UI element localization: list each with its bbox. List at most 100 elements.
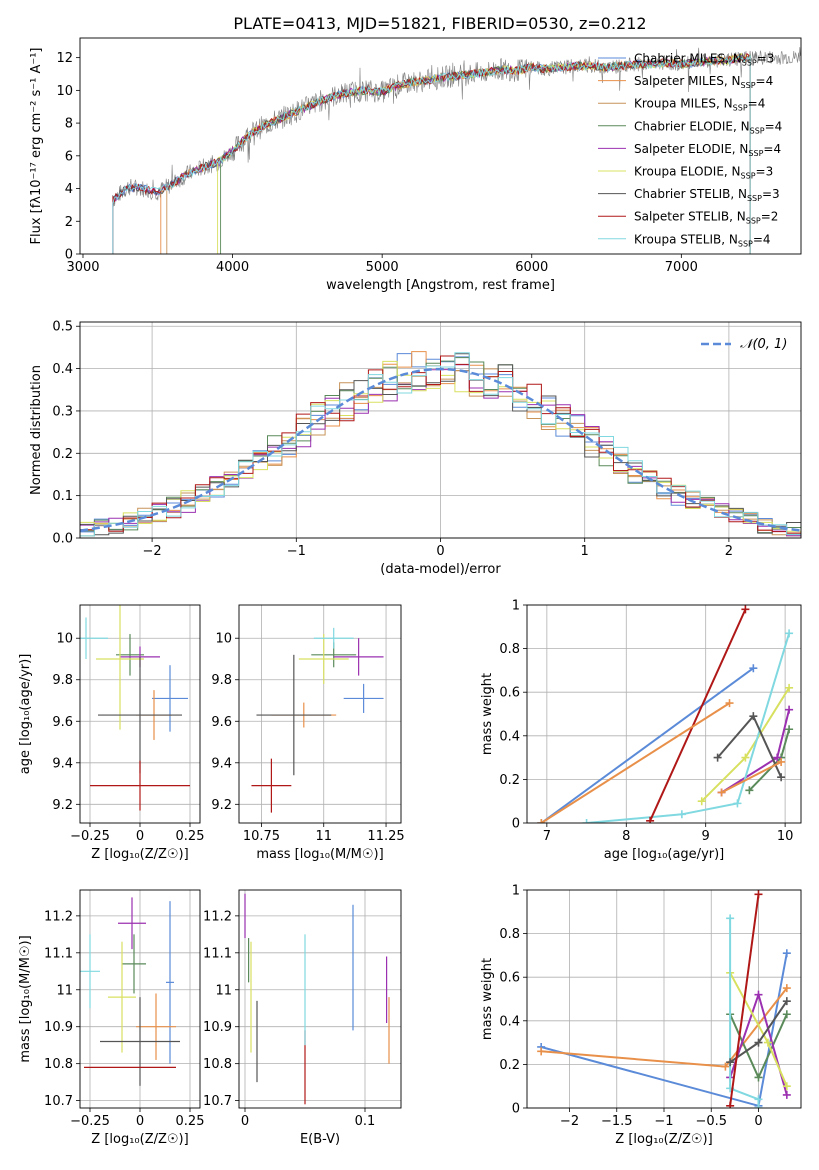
legend-entry: Chabrier MILES, NSSP=3 <box>634 52 774 68</box>
residuals-panel: −2 −1 0 1 2 0.0 0.1 0.2 0.3 0.4 0.5 (data-model)/er… <box>29 320 802 577</box>
axes-frame <box>79 604 201 824</box>
y-tick-label: 10.7 <box>203 1094 232 1109</box>
y-tick-label: 0.8 <box>499 642 520 657</box>
y-tick-label: 11.1 <box>44 946 73 961</box>
x-tick-label: −2 <box>143 544 162 559</box>
weight-marker <box>749 664 758 673</box>
weight-marker <box>726 1101 735 1108</box>
weight-series <box>540 702 731 823</box>
weight-series <box>540 667 754 823</box>
weight-marker <box>749 712 758 721</box>
y-tick-label: 1 <box>512 884 520 899</box>
weight-marker <box>582 819 591 823</box>
weight-marker <box>726 914 735 923</box>
weight-marker <box>646 816 655 823</box>
x-tick-label: 0.1 <box>355 1114 376 1129</box>
weight-series <box>586 633 791 823</box>
x-tick-label: 6000 <box>515 260 548 275</box>
y-tick-label: 10 <box>56 632 73 647</box>
weight-marker <box>721 1062 730 1071</box>
age-Z-plot-area <box>80 605 190 811</box>
weight-marker <box>741 753 750 762</box>
weight-marker <box>733 799 742 808</box>
weight-marker <box>782 997 791 1006</box>
weight-marker <box>785 629 794 638</box>
y-tick-label: 9.8 <box>211 673 232 688</box>
y-tick-label: 0 <box>512 1102 520 1117</box>
weight-marker <box>782 1010 791 1019</box>
figure-title: PLATE=0413, MJD=51821, FIBERID=0530, z=0… <box>233 14 646 33</box>
y-tick-label: 10.8 <box>44 1057 73 1072</box>
residual-histogram-8 <box>80 352 801 537</box>
x-tick-label: 7 <box>543 829 551 844</box>
y-tick-label: 6 <box>65 149 73 164</box>
x-tick-label: 0 <box>241 1114 249 1129</box>
legend-entry: Chabrier ELODIE, NSSP=4 <box>634 119 782 135</box>
y-tick-label: 12 <box>56 51 73 66</box>
y-tick-label: 0.6 <box>499 686 520 701</box>
y-axis-label: Normed distribution <box>29 365 44 495</box>
weight-marker <box>537 819 546 823</box>
weight-marker <box>782 949 791 958</box>
y-tick-label: 9.4 <box>52 756 73 771</box>
y-tick-label: 10.9 <box>44 1020 73 1035</box>
x-tick-label: −0.5 <box>695 1114 727 1129</box>
y-tick-label: 9.2 <box>52 798 73 813</box>
x-tick-label: 10.75 <box>243 829 280 844</box>
x-tick-label: 7000 <box>665 260 698 275</box>
weight-marker <box>777 773 786 782</box>
legend-entry: Salpeter MILES, NSSP=4 <box>634 74 773 90</box>
weight-age-panel: 7 8 9 10 0 0.2 0.4 0.6 0.8 1 age [log₁₀(age/yr)] ma… <box>480 599 802 862</box>
weight-marker <box>782 1090 791 1099</box>
spectrum-plot-area <box>112 47 801 254</box>
weight-marker <box>782 1082 791 1091</box>
x-axis-label: wavelength [Angstrom, rest frame] <box>326 278 555 293</box>
y-tick-label: 11 <box>56 983 73 998</box>
x-tick-label: 0.25 <box>176 1114 205 1129</box>
x-axis-label: age [log₁₀(age/yr)] <box>604 847 725 862</box>
age-mass-plot-area <box>251 627 384 813</box>
x-axis-label: Z [log₁₀(Z/Z☉)] <box>615 1132 712 1147</box>
y-tick-label: 0.5 <box>52 320 73 335</box>
age-mass-panel: 10.75 11 11.25 9.2 9.4 9.6 9.8 10 mass [log₁₀(M/… <box>211 604 405 862</box>
y-tick-label: 10.9 <box>203 1020 232 1035</box>
legend-entry: Chabrier STELIB, NSSP=3 <box>634 187 780 203</box>
weight-marker <box>717 788 726 797</box>
weight-marker <box>754 1104 763 1108</box>
weight-series <box>721 761 782 794</box>
x-tick-label: 0 <box>136 829 144 844</box>
weight-series <box>748 729 791 791</box>
y-tick-label: 0.6 <box>499 971 520 986</box>
weight-marker <box>754 1095 763 1104</box>
x-tick-label: −1 <box>654 1114 673 1129</box>
y-axis-label: age [log₁₀(age/yr)] <box>18 654 33 775</box>
axes-frame <box>238 604 402 824</box>
x-tick-label: 4000 <box>216 260 249 275</box>
y-tick-label: 0.4 <box>52 362 73 377</box>
y-tick-label: 10 <box>56 84 73 99</box>
weight-marker <box>677 810 686 819</box>
y-tick-label: 0.2 <box>52 447 73 462</box>
y-tick-label: 10.8 <box>203 1057 232 1072</box>
age-Z-panel: −0.25 0 0.25 9.2 9.4 9.6 9.8 10 Z [log₁₀(Z/Z☉)] a… <box>18 604 204 862</box>
weight-marker <box>777 757 786 766</box>
axes-frame <box>79 889 201 1109</box>
weight-age-plot-area <box>537 605 794 823</box>
weight-series <box>649 608 747 822</box>
x-tick-label: 1 <box>581 544 589 559</box>
y-axis-label: mass weight <box>480 673 495 755</box>
y-axis-label: Flux [fλ10⁻¹⁷ erg cm⁻² s⁻¹ A⁻¹] <box>29 48 44 245</box>
legend-entry: Salpeter ELODIE, NSSP=4 <box>634 142 781 158</box>
y-tick-label: 11.1 <box>203 946 232 961</box>
weight-marker <box>713 753 722 762</box>
weight-marker <box>725 699 734 708</box>
weight-marker <box>754 990 763 999</box>
legend-entry: Kroupa STELIB, NSSP=4 <box>634 232 771 248</box>
y-tick-label: 0.4 <box>499 1014 520 1029</box>
y-tick-label: 11.2 <box>203 909 232 924</box>
legend-entry: Kroupa MILES, NSSP=4 <box>634 97 765 113</box>
weight-marker <box>782 984 791 993</box>
x-tick-label: 5000 <box>366 260 399 275</box>
spectrum-legend: Chabrier MILES, NSSP=3 Salpeter MILES, NS… <box>598 52 782 248</box>
